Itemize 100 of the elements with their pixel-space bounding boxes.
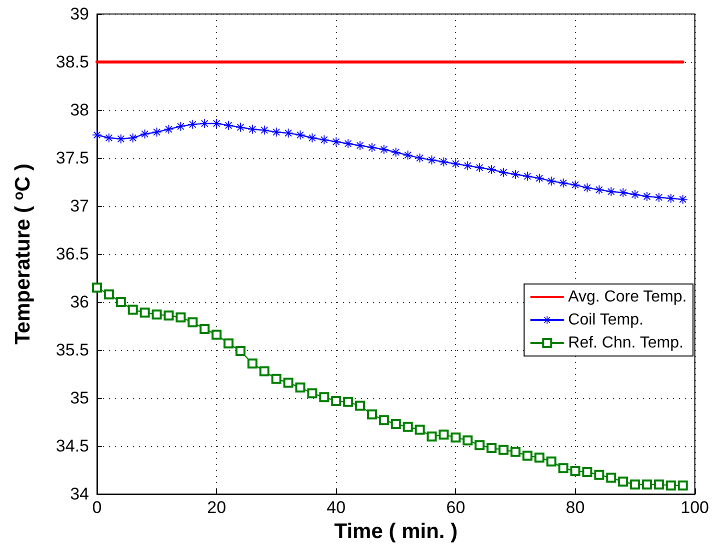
y-tick-label: 39 bbox=[70, 4, 89, 24]
point bbox=[295, 382, 306, 393]
point bbox=[104, 133, 114, 142]
point bbox=[247, 358, 258, 369]
y-tick-label: 36.5 bbox=[56, 244, 89, 264]
point bbox=[331, 396, 342, 406]
point bbox=[594, 470, 604, 480]
point bbox=[499, 168, 508, 177]
point bbox=[666, 194, 676, 203]
point bbox=[426, 431, 437, 442]
point bbox=[92, 130, 102, 140]
y-axis-title: Temperature ( oC ) bbox=[10, 164, 34, 344]
point bbox=[116, 297, 126, 308]
point bbox=[104, 289, 114, 300]
point bbox=[654, 480, 664, 490]
point bbox=[510, 446, 520, 457]
point bbox=[618, 188, 628, 198]
y-tick-label: 35.5 bbox=[56, 340, 89, 360]
point bbox=[606, 472, 616, 483]
y-tick-label: 34.5 bbox=[56, 436, 89, 456]
point bbox=[678, 480, 688, 490]
point bbox=[355, 400, 366, 411]
legend-label: Coil Temp. bbox=[568, 312, 644, 328]
point bbox=[534, 452, 544, 463]
x-tick-label: 0 bbox=[92, 498, 102, 518]
y-tick-label: 36 bbox=[70, 292, 89, 312]
point bbox=[128, 133, 138, 142]
point bbox=[152, 310, 162, 320]
point bbox=[378, 415, 389, 426]
point bbox=[366, 409, 377, 420]
x-tick-label: 40 bbox=[326, 498, 346, 518]
point bbox=[212, 118, 222, 128]
point bbox=[235, 346, 246, 356]
point bbox=[271, 374, 282, 384]
point bbox=[654, 192, 664, 202]
point bbox=[92, 282, 102, 293]
y-tick-label: 37 bbox=[70, 196, 89, 216]
point bbox=[344, 139, 353, 148]
point bbox=[570, 466, 580, 476]
point bbox=[487, 165, 496, 174]
x-tick-label: 20 bbox=[207, 498, 226, 518]
point bbox=[176, 122, 186, 131]
point bbox=[403, 150, 412, 160]
point bbox=[630, 480, 640, 490]
point bbox=[522, 450, 532, 461]
point bbox=[475, 163, 484, 172]
point bbox=[272, 128, 281, 137]
point bbox=[606, 187, 616, 196]
x-tick-label: 80 bbox=[566, 498, 585, 518]
point bbox=[367, 142, 376, 152]
y-tick-label: 37.5 bbox=[56, 148, 89, 168]
legend-label: Avg. Core Temp. bbox=[568, 288, 687, 306]
point bbox=[462, 435, 473, 446]
point bbox=[642, 192, 652, 201]
point bbox=[379, 144, 388, 154]
point bbox=[582, 467, 592, 478]
y-tick-label: 35 bbox=[70, 388, 89, 408]
point bbox=[307, 388, 318, 398]
point bbox=[343, 396, 354, 407]
point bbox=[666, 480, 676, 490]
point bbox=[224, 338, 234, 348]
x-tick-label: 100 bbox=[680, 498, 710, 518]
y-tick-label: 38.5 bbox=[56, 52, 89, 72]
point bbox=[164, 310, 174, 321]
point bbox=[390, 419, 401, 430]
point bbox=[546, 176, 556, 186]
point bbox=[188, 317, 198, 328]
point bbox=[224, 120, 234, 130]
point bbox=[618, 476, 628, 487]
point bbox=[402, 422, 413, 432]
point bbox=[450, 432, 461, 442]
point bbox=[498, 444, 509, 455]
point bbox=[128, 304, 138, 315]
point bbox=[414, 424, 425, 435]
point bbox=[140, 308, 150, 318]
point bbox=[200, 118, 210, 128]
point bbox=[116, 134, 126, 144]
point bbox=[260, 126, 269, 135]
point bbox=[678, 194, 688, 204]
point bbox=[188, 120, 198, 129]
point bbox=[534, 174, 544, 183]
legend-label: Ref. Chn. Temp. bbox=[568, 334, 684, 352]
point bbox=[259, 366, 270, 376]
point bbox=[642, 480, 652, 490]
point bbox=[630, 190, 640, 200]
point bbox=[212, 330, 222, 340]
point bbox=[510, 170, 520, 179]
point bbox=[438, 430, 449, 440]
x-axis-title: Time ( min. ) bbox=[334, 520, 458, 543]
point bbox=[283, 378, 294, 388]
point bbox=[474, 440, 485, 450]
y-tick-label: 34 bbox=[70, 484, 89, 504]
point bbox=[558, 463, 568, 474]
point bbox=[486, 443, 497, 454]
y-tick-label: 38 bbox=[70, 100, 89, 120]
x-tick-label: 60 bbox=[446, 498, 466, 518]
point bbox=[176, 312, 186, 322]
point bbox=[200, 324, 210, 334]
point bbox=[546, 456, 556, 466]
point bbox=[356, 141, 365, 150]
